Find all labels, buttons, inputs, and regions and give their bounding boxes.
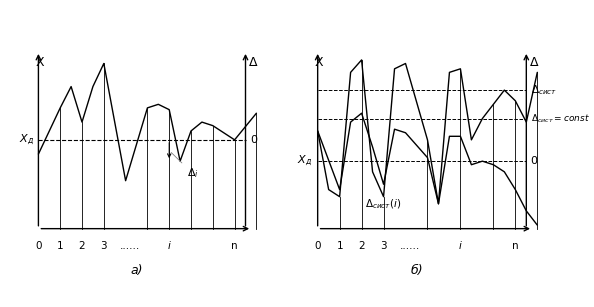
Text: 3: 3	[380, 241, 387, 251]
Text: n: n	[231, 241, 238, 251]
Text: $X_д$: $X_д$	[19, 133, 34, 147]
Text: i: i	[459, 241, 462, 251]
Text: X: X	[314, 56, 323, 69]
Text: б): б)	[410, 264, 423, 277]
Text: 1: 1	[57, 241, 64, 251]
Text: i: i	[168, 241, 170, 251]
Text: ......: ......	[120, 241, 140, 251]
Text: 0: 0	[35, 241, 42, 251]
Text: 0: 0	[314, 241, 321, 251]
Text: $X_д$: $X_д$	[297, 154, 312, 169]
Text: 0: 0	[530, 156, 538, 166]
Text: $\Delta_i$: $\Delta_i$	[171, 153, 198, 180]
Text: 1: 1	[336, 241, 343, 251]
Text: ......: ......	[400, 241, 420, 251]
Text: 0: 0	[250, 135, 257, 145]
Text: X: X	[35, 56, 44, 69]
Text: $\Delta$: $\Delta$	[248, 56, 258, 69]
Text: $\Delta_{сист}(i)$: $\Delta_{сист}(i)$	[365, 197, 402, 211]
Text: $\Delta_{сист}$: $\Delta_{сист}$	[530, 83, 557, 97]
Text: а): а)	[130, 264, 143, 277]
Text: 2: 2	[358, 241, 365, 251]
Text: $\Delta$: $\Delta$	[529, 56, 539, 69]
Text: 3: 3	[100, 241, 107, 251]
Text: 2: 2	[78, 241, 86, 251]
Text: $\Delta_{сист}=const$: $\Delta_{сист}=const$	[530, 112, 590, 125]
Text: n: n	[512, 241, 519, 251]
